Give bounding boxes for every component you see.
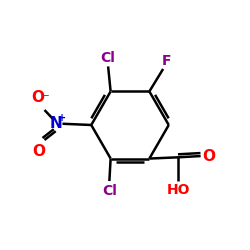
Text: O: O	[202, 148, 215, 164]
Text: F: F	[162, 54, 171, 68]
Text: ⁻: ⁻	[42, 92, 49, 105]
Text: HO: HO	[166, 182, 190, 196]
Text: Cl: Cl	[101, 51, 116, 65]
Text: O: O	[32, 90, 44, 105]
Text: Cl: Cl	[102, 184, 117, 198]
Text: +: +	[58, 113, 66, 123]
Text: O: O	[32, 144, 45, 159]
Text: N: N	[50, 116, 62, 131]
